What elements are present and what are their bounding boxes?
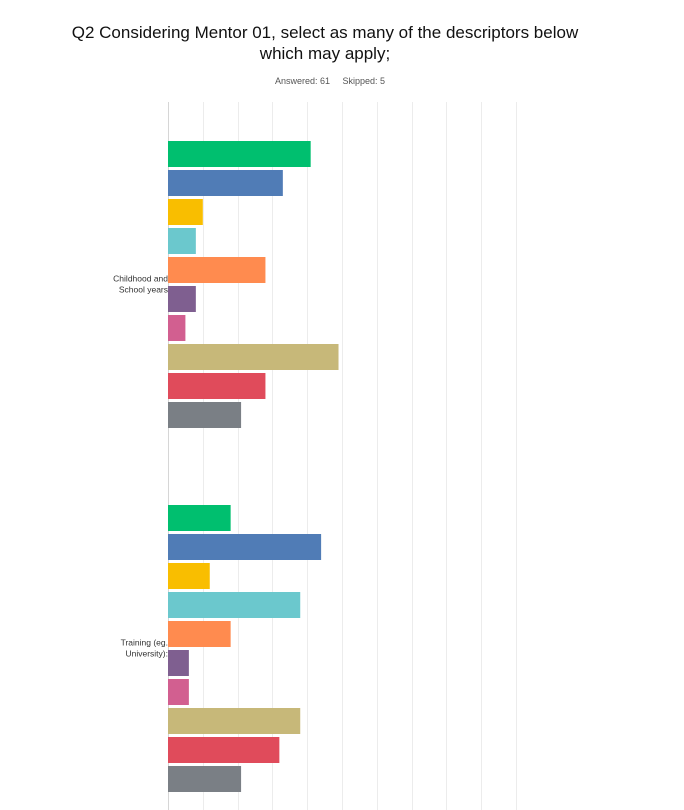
bar[interactable] <box>168 505 231 531</box>
bar[interactable] <box>168 766 242 792</box>
bar[interactable] <box>168 650 189 676</box>
category-labels: Childhood and School years Training (eg. Un… <box>113 274 168 659</box>
answered-count: Answered: 61 <box>274 76 330 86</box>
response-stats: Answered: 61 Skipped: 5 <box>200 76 460 86</box>
bar[interactable] <box>168 679 189 705</box>
bar[interactable] <box>168 621 231 647</box>
category-label: Training (eg. University): <box>121 638 168 659</box>
chart-title-line-2: which may apply; <box>259 44 391 63</box>
bar[interactable] <box>168 141 311 167</box>
bar[interactable] <box>168 402 242 428</box>
bar[interactable] <box>168 373 266 399</box>
bar[interactable] <box>168 534 322 560</box>
category-label: Childhood and School years <box>113 274 168 295</box>
bar[interactable] <box>168 170 283 196</box>
bar[interactable] <box>168 737 280 763</box>
skipped-count: Skipped: 5 <box>342 76 386 86</box>
bar[interactable] <box>168 199 203 225</box>
bar[interactable] <box>168 257 266 283</box>
chart-title: Q2 Considering Mentor 01, select as many… <box>40 22 610 64</box>
chart-title-line-1: Q2 Considering Mentor 01, select as many… <box>71 23 579 42</box>
bar[interactable] <box>168 592 301 618</box>
bar[interactable] <box>168 228 196 254</box>
bar[interactable] <box>168 315 186 341</box>
grid-lines <box>168 102 517 810</box>
bar[interactable] <box>168 708 301 734</box>
bar-group <box>168 141 339 792</box>
bar[interactable] <box>168 344 339 370</box>
bar[interactable] <box>168 286 196 312</box>
bar[interactable] <box>168 563 210 589</box>
